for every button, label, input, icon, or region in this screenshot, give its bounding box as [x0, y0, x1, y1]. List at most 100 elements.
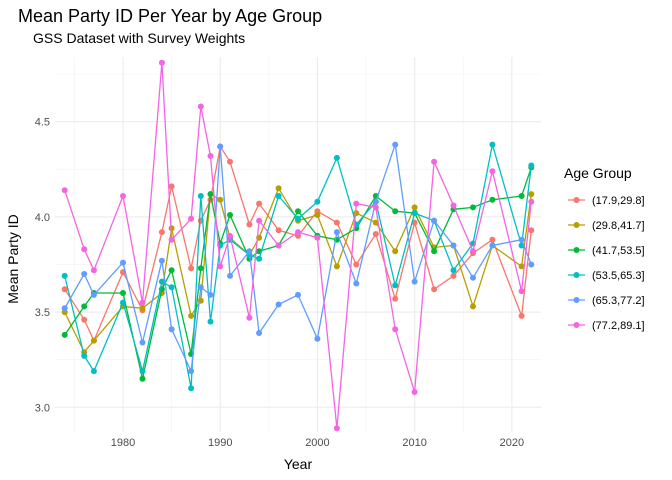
data-point [333, 229, 340, 236]
data-point [518, 263, 525, 270]
data-point [411, 278, 418, 285]
data-point [489, 196, 496, 203]
data-point [518, 193, 525, 199]
data-point [295, 291, 301, 298]
data-point [528, 261, 535, 268]
legend-label: (77.2,89.1] [592, 320, 645, 332]
data-point [275, 242, 282, 249]
data-point [450, 202, 457, 209]
series-line [64, 145, 532, 342]
series-line [64, 62, 532, 429]
data-point [275, 301, 282, 308]
y-tick-label: 4.0 [35, 212, 50, 224]
data-point [353, 261, 360, 268]
data-point [139, 299, 146, 306]
series-line [64, 143, 532, 372]
data-point [470, 303, 476, 310]
series-4 [61, 141, 535, 392]
data-point [158, 229, 165, 236]
data-point [158, 257, 165, 264]
data-point [431, 217, 438, 224]
data-point [227, 212, 233, 218]
gridlines [55, 57, 541, 432]
data-point [246, 248, 253, 255]
data-point [333, 263, 340, 270]
data-point [256, 200, 263, 207]
data-point [120, 259, 126, 266]
data-point [431, 286, 438, 293]
data-point [392, 208, 399, 215]
data-point [217, 143, 224, 150]
x-tick-label: 1980 [111, 437, 135, 449]
legend: Age Group (17.9,29.8] (29.8,41.7] (41.7,53… [564, 165, 645, 332]
data-point [314, 234, 321, 241]
y-tick-label: 3.0 [35, 402, 50, 414]
data-point [392, 295, 399, 302]
data-point [61, 286, 68, 293]
data-point [90, 337, 97, 344]
data-point [372, 198, 379, 205]
x-axis-title: Year [284, 456, 313, 472]
data-point [168, 267, 175, 274]
data-point [139, 339, 146, 346]
data-point [372, 231, 379, 237]
data-point [528, 162, 535, 169]
data-point [411, 204, 418, 211]
data-point [217, 196, 224, 203]
data-point [518, 236, 525, 243]
data-point [168, 183, 175, 190]
data-point [489, 141, 496, 148]
data-point [295, 208, 301, 215]
axis-ticks: 1980 1990 2000 2010 2020 3.0 3.5 4.0 4.5 [35, 117, 524, 449]
data-point [81, 303, 88, 310]
data-point [392, 248, 399, 255]
data-point [188, 265, 195, 272]
data-point [139, 368, 146, 375]
x-tick-label: 2000 [305, 437, 329, 449]
data-point [353, 200, 360, 207]
data-point [61, 331, 68, 338]
data-point [90, 267, 97, 274]
legend-key-point [573, 272, 580, 278]
data-point [256, 330, 263, 336]
data-point [207, 153, 214, 159]
y-axis-title: Mean Party ID [5, 214, 21, 303]
x-tick-label: 2020 [500, 437, 524, 449]
data-point [227, 158, 233, 165]
legend-key-point [573, 197, 580, 203]
data-point [489, 242, 496, 249]
legend-key-point [573, 247, 580, 253]
data-point [528, 191, 535, 198]
legend-label: (17.9,29.8] [592, 195, 645, 207]
data-point [450, 242, 457, 249]
data-point [61, 187, 68, 194]
data-point [188, 215, 195, 222]
data-point [431, 158, 438, 165]
legend-label: (65.3,77.2] [592, 295, 645, 307]
y-tick-label: 3.5 [35, 307, 50, 319]
legend-label: (53.5,65.3] [592, 270, 645, 282]
data-point [139, 375, 146, 382]
data-point [470, 204, 476, 211]
data-point [246, 221, 253, 228]
chart-subtitle: GSS Dataset with Survey Weights [33, 30, 245, 46]
data-point [518, 312, 525, 319]
data-point [207, 291, 214, 298]
data-point [470, 274, 476, 281]
data-point [518, 288, 525, 295]
legend-key-point [573, 297, 580, 303]
data-point [353, 280, 360, 287]
series-line [64, 143, 532, 389]
data-point [256, 217, 263, 224]
data-point [207, 191, 214, 198]
data-point [372, 204, 379, 211]
data-point [158, 278, 165, 285]
series-5 [61, 141, 535, 375]
data-point [450, 267, 457, 274]
data-point [392, 282, 399, 289]
data-point [314, 198, 321, 205]
data-point [275, 193, 282, 199]
data-point [528, 198, 535, 205]
x-tick-label: 2010 [402, 437, 426, 449]
data-point [333, 425, 340, 432]
